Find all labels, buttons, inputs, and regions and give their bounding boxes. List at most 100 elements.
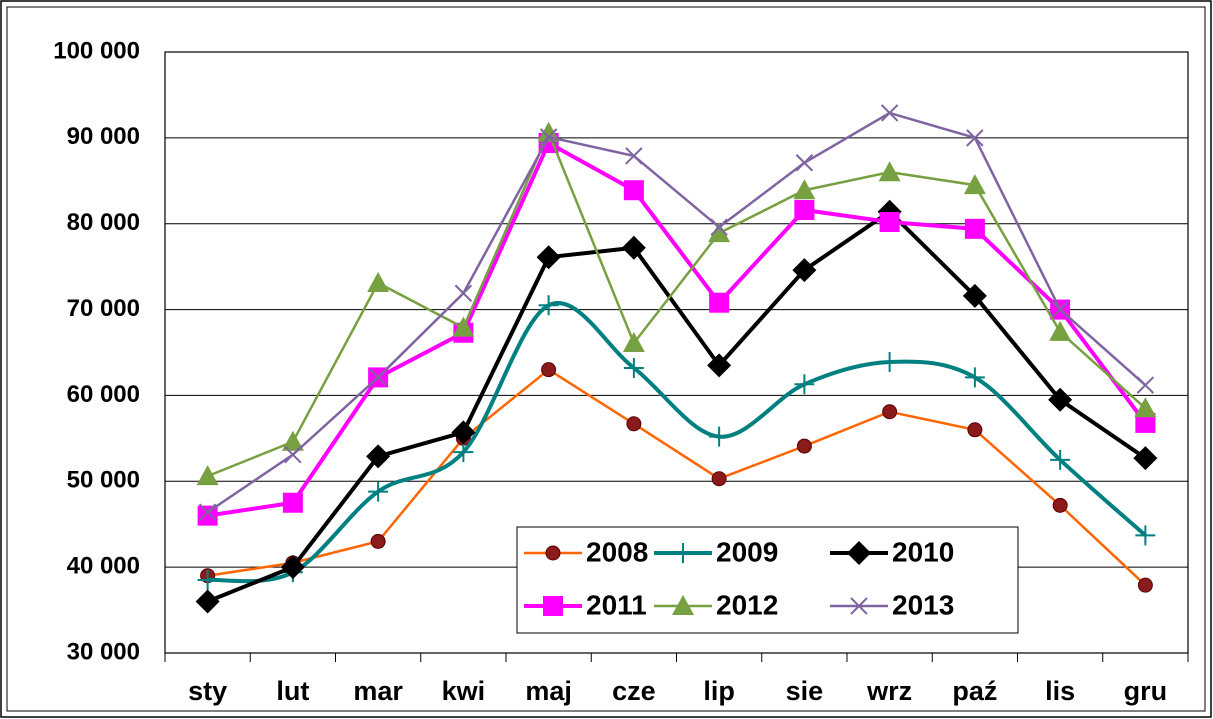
marker	[709, 426, 730, 447]
marker	[370, 533, 386, 549]
marker	[672, 595, 694, 615]
marker	[538, 295, 559, 316]
marker	[197, 505, 218, 526]
marker	[621, 235, 646, 260]
marker	[623, 357, 644, 378]
series-line	[207, 129, 1147, 478]
marker	[543, 596, 563, 616]
marker	[537, 121, 560, 142]
marker	[707, 353, 732, 378]
marker	[625, 147, 643, 165]
marker	[1051, 300, 1069, 319]
marker	[708, 222, 731, 243]
marker	[536, 245, 561, 270]
marker	[964, 367, 985, 388]
series-line	[206, 111, 1147, 514]
marker	[623, 180, 644, 201]
marker	[367, 271, 390, 292]
y-tick-label: 70 000	[67, 295, 140, 322]
x-tick-label: wrz	[866, 676, 912, 706]
marker	[850, 597, 868, 615]
y-tick-label: 100 000	[53, 37, 140, 64]
y-tick-label: 80 000	[67, 209, 140, 236]
marker	[710, 218, 728, 236]
marker	[282, 492, 303, 513]
marker	[284, 445, 302, 464]
x-tick-label: paź	[952, 676, 997, 706]
marker	[198, 503, 217, 521]
marker	[880, 104, 899, 122]
marker	[967, 422, 983, 438]
x-tick-label: lut	[276, 676, 309, 706]
marker	[879, 351, 900, 372]
marker	[281, 430, 304, 451]
marker	[1135, 412, 1156, 433]
x-tick-label: lis	[1045, 676, 1075, 706]
marker	[1050, 449, 1071, 470]
marker	[709, 292, 730, 313]
x-tick-label: cze	[612, 676, 656, 706]
y-tick-label: 60 000	[67, 381, 140, 408]
marker	[847, 541, 871, 565]
marker	[794, 199, 815, 220]
legend-label: 2012	[716, 589, 778, 620]
marker	[1049, 320, 1072, 341]
marker	[1048, 387, 1073, 412]
marker	[454, 284, 473, 302]
marker	[711, 471, 727, 487]
legend-label: 2008	[586, 536, 648, 567]
x-tick-label: kwi	[442, 676, 486, 706]
marker	[1137, 577, 1153, 593]
marker	[196, 465, 219, 486]
marker	[879, 211, 900, 232]
marker	[673, 543, 693, 563]
x-tick-label: sty	[188, 676, 227, 706]
legend-label: 2010	[892, 536, 954, 567]
marker	[545, 545, 561, 561]
marker	[368, 481, 389, 502]
marker	[280, 555, 305, 580]
legend-label: 2013	[892, 589, 954, 620]
y-tick-label: 90 000	[67, 123, 140, 150]
marker	[964, 218, 985, 239]
x-tick-label: sie	[786, 676, 824, 706]
legend-label: 2009	[716, 536, 778, 567]
y-tick-label: 30 000	[67, 638, 140, 665]
y-tick-label: 40 000	[67, 552, 140, 579]
marker	[1134, 397, 1157, 418]
marker	[453, 442, 474, 463]
marker	[878, 161, 901, 182]
marker	[539, 128, 558, 146]
y-tick-label: 50 000	[67, 467, 140, 494]
legend-box	[516, 526, 1019, 634]
marker	[796, 438, 812, 454]
marker	[452, 316, 475, 337]
series-line	[206, 209, 1147, 604]
marker	[1135, 525, 1156, 546]
marker	[963, 174, 986, 195]
marker	[882, 404, 898, 420]
marker	[622, 332, 645, 353]
marker	[794, 374, 815, 395]
legend-label: 2011	[586, 589, 647, 620]
marker	[966, 129, 984, 147]
marker	[369, 368, 387, 387]
series-line	[207, 368, 1147, 587]
marker	[793, 179, 816, 200]
marker	[195, 589, 220, 614]
marker	[962, 283, 987, 308]
marker	[1136, 376, 1155, 394]
series-line	[207, 140, 1147, 518]
inner-border	[6, 6, 1206, 712]
x-tick-label: gru	[1124, 676, 1168, 706]
marker	[1052, 497, 1068, 513]
marker	[366, 444, 391, 469]
marker	[626, 416, 642, 432]
legend: 2008 2009 2010 2011 2012 2013	[516, 526, 1019, 634]
x-tick-label: lip	[703, 676, 735, 706]
marker	[792, 258, 817, 283]
marker	[541, 362, 557, 378]
x-tick-label: mar	[353, 676, 403, 706]
